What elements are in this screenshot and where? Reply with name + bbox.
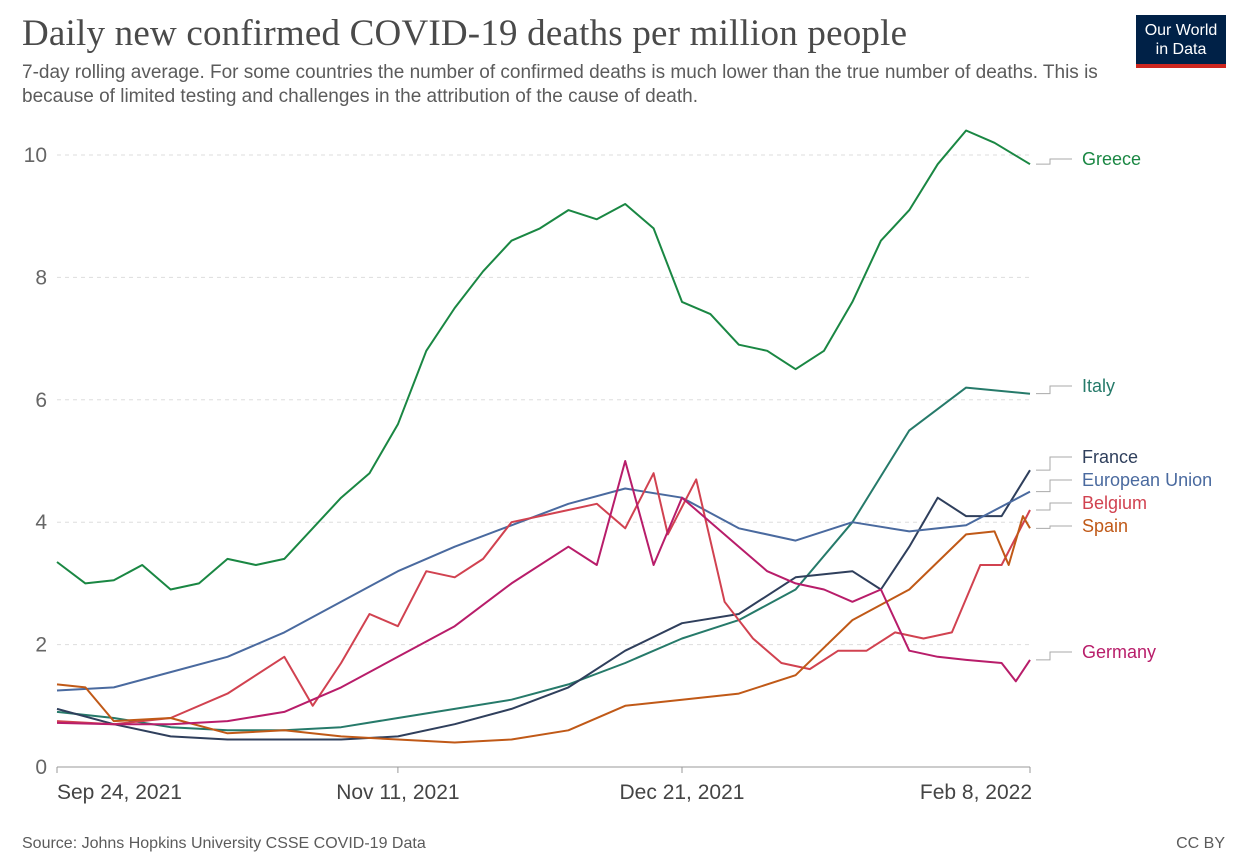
series-line-european-union (56, 487, 1031, 692)
series-label-germany: Germany (1082, 642, 1156, 662)
license-note[interactable]: CC BY (1176, 835, 1225, 852)
series-line-spain (56, 515, 1031, 744)
x-tick-label: Sep 24, 2021 (57, 781, 182, 804)
logo-line-2: in Data (1155, 41, 1207, 58)
series-line-france (56, 469, 1031, 741)
chart-subtitle: 7-day rolling average. For some countrie… (22, 62, 1098, 107)
label-connector (1036, 651, 1072, 661)
y-tick-label: 0 (35, 756, 47, 779)
label-connector (1036, 525, 1072, 529)
label-connector (1036, 456, 1072, 471)
y-tick-label: 2 (35, 634, 47, 657)
y-tick-label: 6 (35, 389, 47, 412)
owid-logo[interactable]: Our World in Data (1136, 15, 1226, 68)
series-line-greece (56, 129, 1031, 591)
series-label-european-union: European Union (1082, 470, 1212, 490)
label-connector (1036, 158, 1072, 165)
series-line-belgium (56, 472, 1031, 726)
x-tick-label: Feb 8, 2022 (920, 781, 1032, 804)
logo-line-1: Our World (1144, 22, 1218, 39)
chart-title: Daily new confirmed COVID-19 deaths per … (22, 13, 908, 54)
x-tick-label: Nov 11, 2021 (336, 781, 459, 804)
series-label-greece: Greece (1082, 149, 1141, 169)
series-label-belgium: Belgium (1082, 493, 1147, 513)
series-label-italy: Italy (1082, 376, 1115, 396)
y-tick-label: 8 (35, 266, 47, 289)
label-connector (1036, 385, 1072, 395)
label-connector (1036, 502, 1072, 511)
label-connector (1036, 479, 1072, 493)
source-note[interactable]: Source: Johns Hopkins University CSSE CO… (22, 835, 426, 852)
x-tick-label: Dec 21, 2021 (620, 781, 745, 804)
series-label-france: France (1082, 447, 1138, 467)
series-line-germany (56, 460, 1031, 726)
series-line-italy (56, 386, 1031, 732)
series-label-spain: Spain (1082, 516, 1128, 536)
y-tick-label: 4 (35, 511, 47, 534)
y-tick-label: 10 (24, 144, 47, 167)
